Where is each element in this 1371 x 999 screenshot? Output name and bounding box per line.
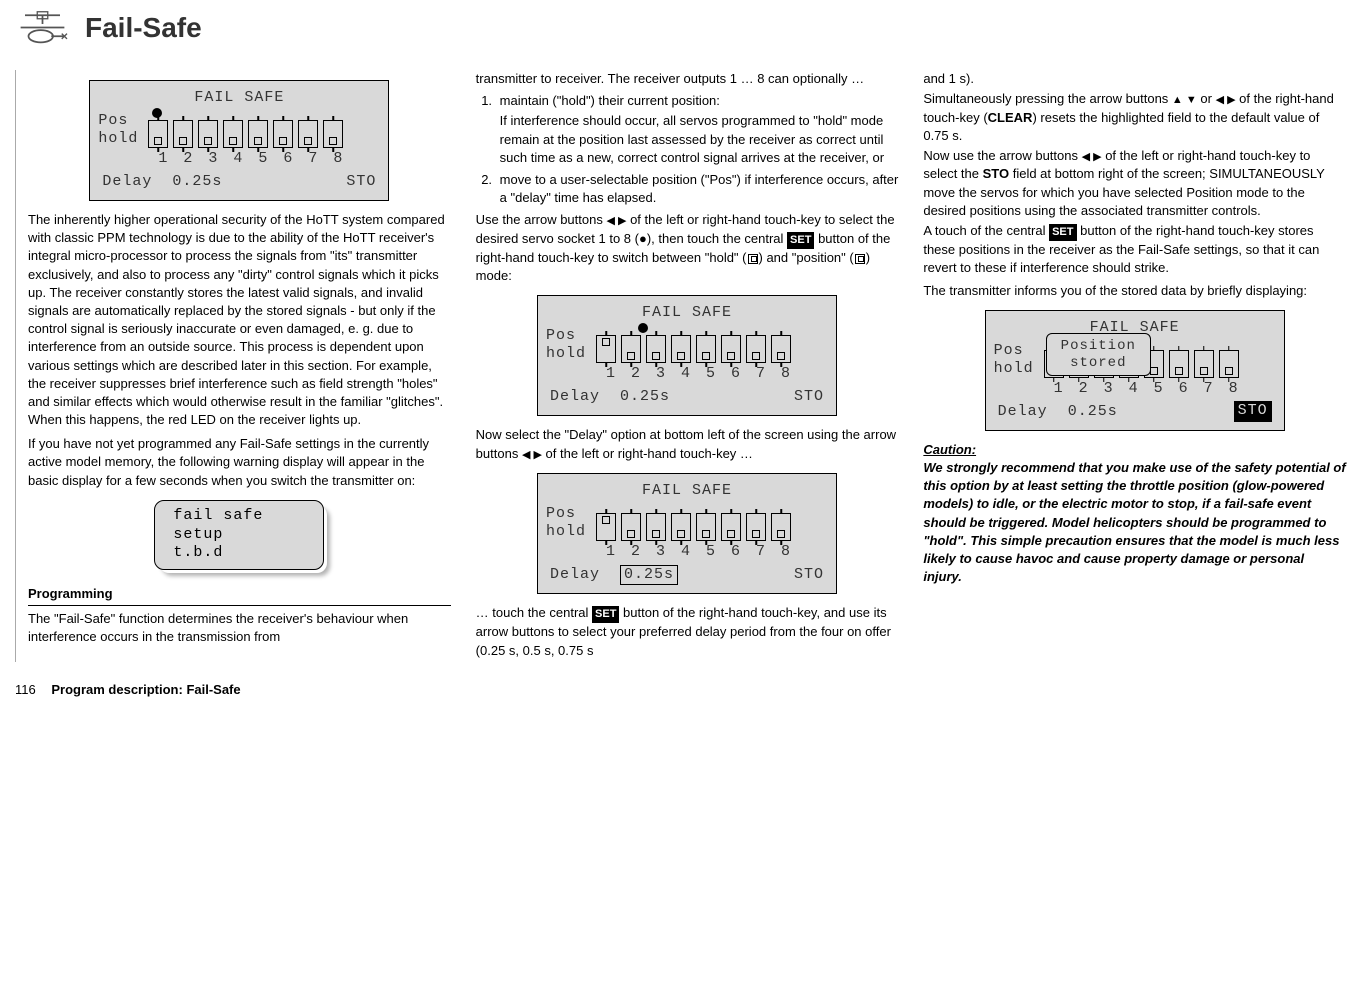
- column-2: transmitter to receiver. The receiver ou…: [476, 70, 899, 662]
- page-footer: 116 Program description: Fail-Safe: [15, 682, 1346, 697]
- delay-label: Delay: [102, 173, 152, 190]
- body-text: Use the arrow buttons ◀ ▶ of the left or…: [476, 211, 899, 285]
- page-title: Fail-Safe: [85, 12, 202, 44]
- option-list: maintain ("hold") their current position…: [476, 92, 899, 207]
- fail-safe-diagram-1: FAIL SAFE Pos hold 1234 5678 D: [89, 80, 389, 201]
- body-text: Now use the arrow buttons ◀ ▶ of the lef…: [923, 147, 1346, 220]
- body-text: Now select the "Delay" option at bottom …: [476, 426, 899, 463]
- diag-pos-label: Pos: [98, 112, 138, 130]
- arrow-lr-icon: ◀ ▶: [606, 215, 626, 227]
- warning-display-box: fail safe setup t.b.d: [154, 500, 324, 570]
- selector-dot-icon: [638, 323, 648, 333]
- delay-value-selected: 0.25s: [620, 565, 678, 585]
- body-text: The "Fail-Safe" function determines the …: [28, 610, 451, 646]
- delay-value: 0.25s: [172, 173, 222, 190]
- pos-glyph-icon: [855, 254, 865, 264]
- body-text: and 1 s).: [923, 70, 1346, 88]
- body-text: The inherently higher operational securi…: [28, 211, 451, 429]
- clear-label: CLEAR: [988, 110, 1033, 125]
- programming-heading: Programming: [28, 585, 451, 606]
- fail-safe-diagram-3: FAIL SAFE Pos hold 1234 5678 Delay 0.25s: [537, 473, 837, 594]
- fail-safe-diagram-4: FAIL SAFE Pos hold 1234 5678 Delay 0.25s: [985, 310, 1285, 431]
- sto-label: STO: [346, 171, 376, 192]
- diag-hold-label: hold: [98, 130, 138, 148]
- diagram-title: FAIL SAFE: [98, 87, 380, 108]
- body-text: Simultaneously pressing the arrow button…: [923, 90, 1346, 145]
- column-1: FAIL SAFE Pos hold 1234 5678 D: [28, 70, 451, 662]
- set-badge: SET: [1049, 224, 1076, 241]
- arrow-lr-icon: ◀ ▶: [522, 449, 542, 461]
- content-columns: FAIL SAFE Pos hold 1234 5678 D: [15, 70, 1346, 662]
- body-text: A touch of the central SET button of the…: [923, 222, 1346, 278]
- set-badge: SET: [592, 606, 619, 623]
- column-3: and 1 s). Simultaneously pressing the ar…: [923, 70, 1346, 662]
- body-text: … touch the central SET button of the ri…: [476, 604, 899, 660]
- footer-title: Program description: Fail-Safe: [51, 682, 240, 697]
- body-text: If you have not yet programmed any Fail-…: [28, 435, 451, 490]
- body-text: The transmitter informs you of the store…: [923, 282, 1346, 300]
- caution-heading: Caution:: [923, 441, 1346, 459]
- arrow-lr-icon: ◀ ▶: [1216, 94, 1236, 106]
- arrow-ud-icon: ▲ ▼: [1172, 94, 1197, 106]
- hold-glyph-icon: [748, 254, 758, 264]
- list-item: maintain ("hold") their current position…: [496, 92, 899, 167]
- helicopter-icon: [15, 10, 70, 45]
- fail-safe-diagram-2: FAIL SAFE Pos hold 1234 5678 D: [537, 295, 837, 416]
- position-stored-popup: Position stored: [1046, 333, 1151, 377]
- body-text: transmitter to receiver. The receiver ou…: [476, 70, 899, 88]
- sto-selected: STO: [1234, 401, 1272, 422]
- arrow-lr-icon: ◀ ▶: [1082, 151, 1102, 163]
- caution-body: We strongly recommend that you make use …: [923, 459, 1346, 586]
- list-item: move to a user-selectable position ("Pos…: [496, 171, 899, 207]
- sto-bold: STO: [983, 166, 1010, 181]
- page-number: 116: [15, 682, 36, 697]
- page-header: Fail-Safe: [15, 10, 1346, 45]
- set-badge: SET: [787, 232, 814, 249]
